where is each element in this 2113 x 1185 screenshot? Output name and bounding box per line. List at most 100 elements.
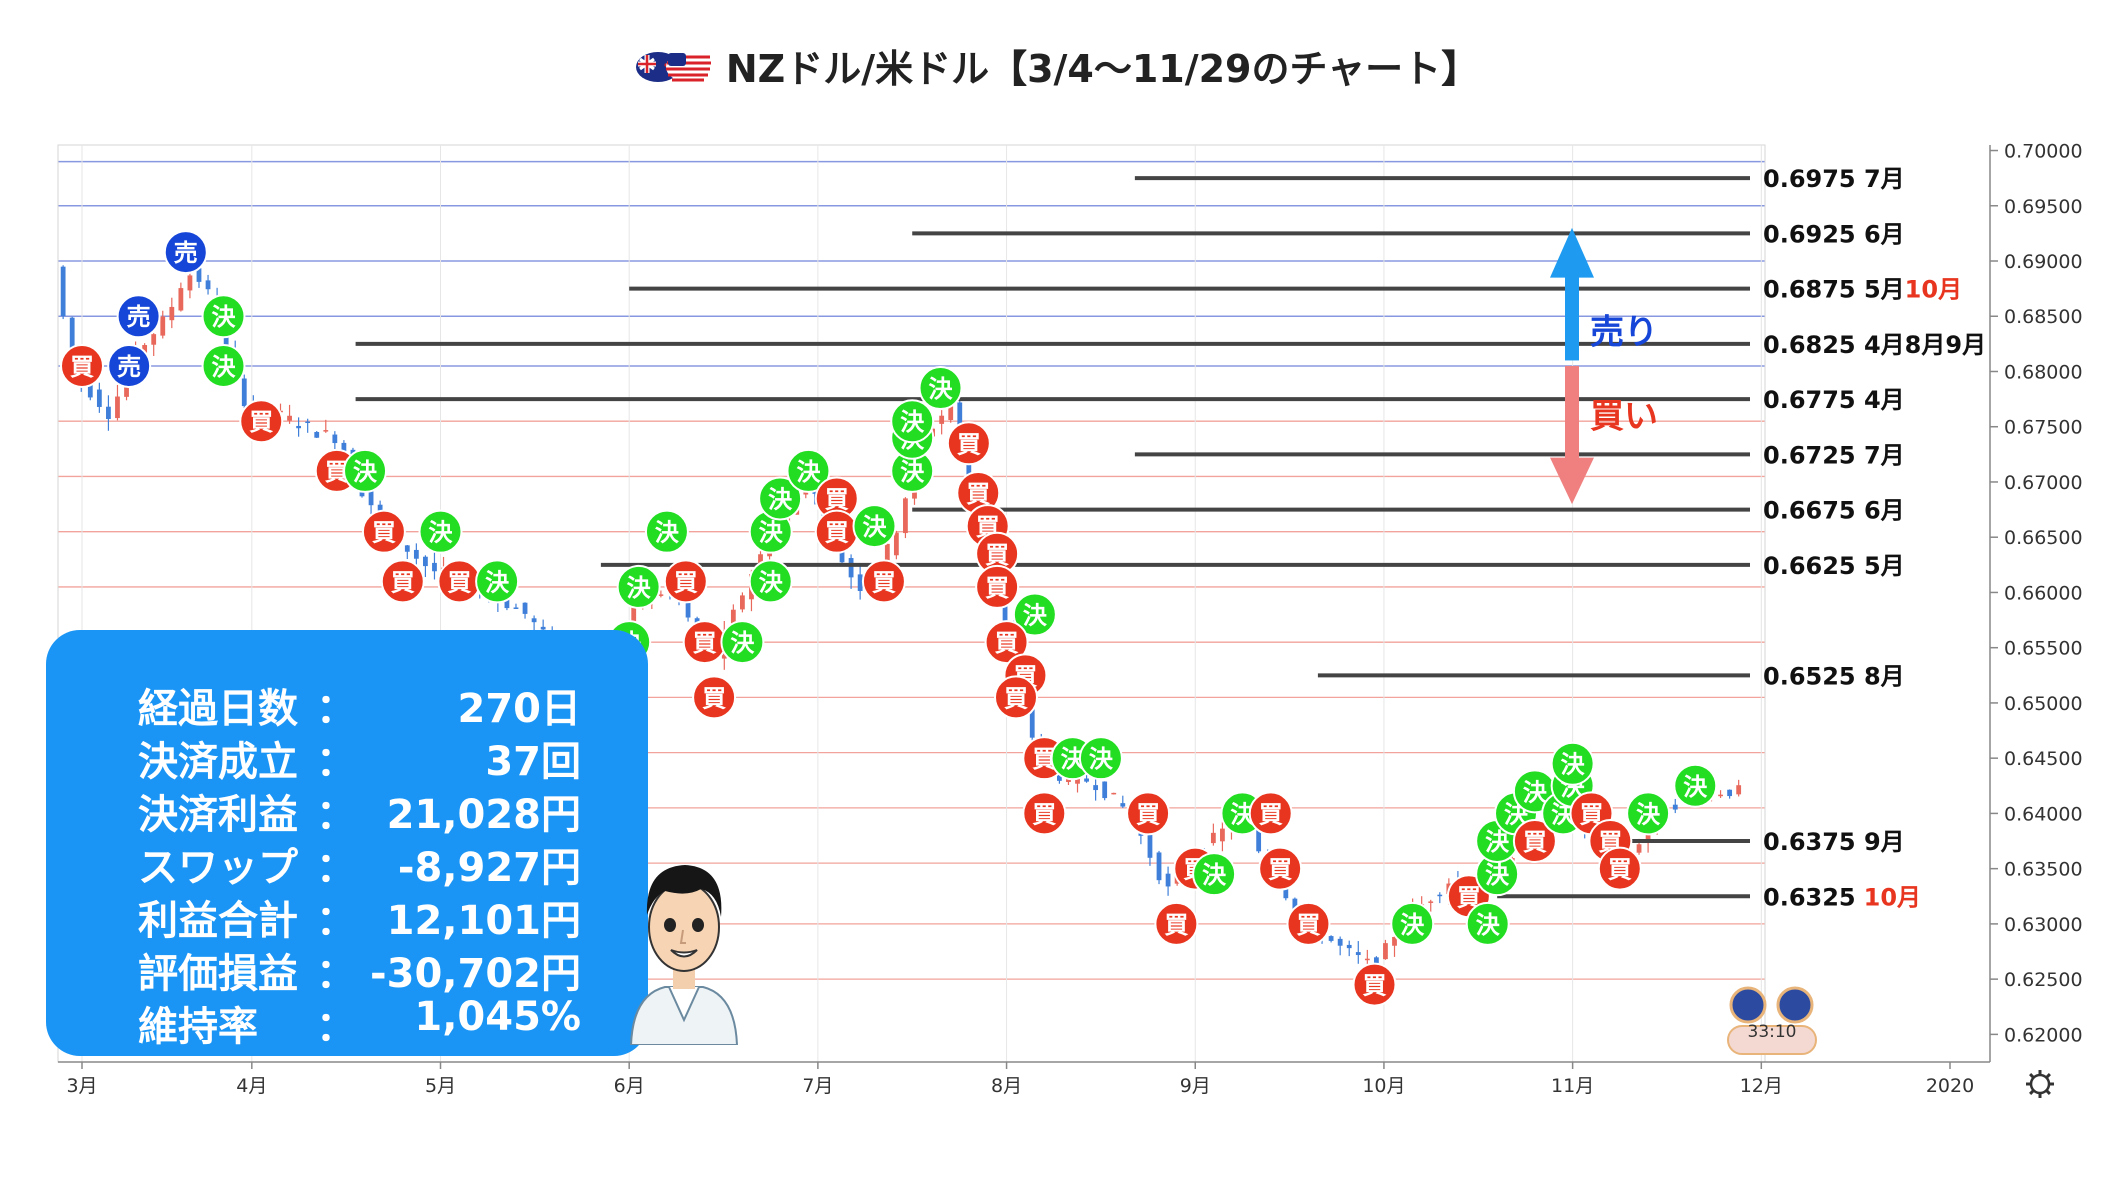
buy-marker-label: 買 [1164,911,1188,939]
candle-body [341,442,347,456]
buy-marker-circle [663,559,708,604]
gear-icon-tooth [2029,1073,2035,1079]
stats-label: 利益合計 [138,898,298,944]
candle-body [223,328,229,352]
candle-body [1392,936,1397,946]
buy-marker-circle [380,559,425,604]
stats-row: 評価損益 ： -30,702円 [46,941,581,997]
x-tick-label: 3月 [66,1075,97,1097]
gear-icon [2026,1070,2054,1098]
stats-value: -8,927円 [397,845,581,891]
candle-body [305,421,311,424]
buy-marker: 買 [994,675,1038,720]
candle-body [893,532,899,556]
avatar [629,865,739,1045]
candle-body [96,389,102,407]
buy-marker: 買 [975,531,1020,576]
settle-marker-label: 決 [730,629,755,657]
buy-marker-label: 買 [872,568,896,596]
buy-marker-label: 買 [1523,828,1547,856]
buy-marker-label: 買 [825,519,849,547]
buy-marker: 買 [663,559,708,604]
settle-marker: 決 [758,476,803,521]
buy-marker: 買 [814,476,859,521]
trade-markers: 売売売買決決買買決買決買買決決決買決買決買決決決決買買決買決決決決買買買買買決買… [60,230,1718,1007]
candle-body [377,504,383,515]
chart-title: NZドル/米ドル【3/4〜11/29のチャート】 [0,38,2113,96]
stats-label: 決済成立 [138,739,298,785]
candle-body [287,415,292,421]
sell-arrow-shaft [1565,272,1579,361]
buy-marker-circle [60,343,104,388]
y-tick-label: 0.65000 [2004,693,2083,715]
candle-body [314,432,320,438]
stats-value: 12,101円 [386,898,581,944]
x-tick-label: 10月 [1362,1075,1405,1097]
stats-value: -30,702円 [370,951,581,997]
settle-marker-label: 決 [1523,778,1548,806]
buy-marker: 買 [682,620,727,665]
buy-marker-circle [984,620,1029,665]
settle-marker: 決 [475,559,520,604]
stats-separator: ： [316,951,356,997]
y-tick-label: 0.68000 [2004,361,2083,383]
buy-marker-label: 買 [1136,800,1160,828]
candle-body [531,618,537,623]
settle-marker: 決 [1626,791,1671,836]
level-label: 0.6925 6月 [1763,220,1905,248]
y-tick-label: 0.63500 [2004,859,2083,881]
y-tick-label: 0.66500 [2004,527,2083,549]
buy-marker-label: 買 [995,629,1019,657]
settle-marker: 決 [201,343,246,388]
level-label: 0.6375 9月 [1763,828,1905,856]
y-tick-label: 0.64500 [2004,748,2083,770]
candle-body [196,268,202,282]
buy-marker-circle [1248,791,1293,836]
candle-body [1156,852,1162,881]
x-tick-label: 2020 [1926,1075,1974,1097]
candle-body [1147,830,1153,858]
settle-marker-label: 決 [768,486,793,514]
candle-body [1210,832,1216,844]
candle-body [1718,794,1723,797]
stats-row: 利益合計 ： 12,101円 [46,888,581,944]
candle-body [187,275,193,291]
buy-marker-label: 買 [1268,856,1292,884]
sell-marker-circle [107,343,152,388]
stats-separator: ： [316,845,356,891]
sell-marker-circle [163,230,208,275]
x-tick-label: 9月 [1180,1075,1211,1097]
buy-marker: 買 [1258,846,1303,891]
buy-marker: 買 [1597,846,1642,891]
level-label: 0.6975 7月 [1763,165,1905,193]
settle-marker-circle [1673,763,1718,808]
candle-body [1672,804,1678,810]
stats-separator: ： [316,1004,356,1050]
buy-marker-label: 買 [985,541,1009,569]
settle-marker: 決 [418,509,463,554]
candle-body [404,545,410,552]
gear-icon-ring [2029,1073,2051,1095]
candle-body [1102,781,1108,799]
buy-marker-label: 買 [249,408,273,436]
level-label: 0.6875 5月10月 [1763,276,1962,304]
chart-title-text: NZドル/米ドル【3/4〜11/29のチャート】 [725,47,1480,91]
settle-marker-label: 決 [862,513,887,541]
settle-marker-label: 決 [796,458,821,486]
buy-marker: 買 [60,343,104,388]
buy-arrow-head [1550,457,1594,505]
buy-marker: 買 [437,559,482,604]
buy-marker-label: 買 [825,486,849,514]
candle-body [504,596,510,609]
buy-marker: 買 [1352,962,1397,1007]
candle-body [87,379,93,398]
gear-icon-tooth [2029,1089,2035,1095]
stats-label: 評価損益 [138,951,298,997]
buy-marker: 買 [1286,901,1331,946]
buy-marker: 買 [692,675,737,720]
settle-marker-label: 決 [212,353,237,381]
candle-body [839,544,845,563]
buy-marker-circle [1154,901,1199,946]
candle-body [432,562,437,572]
buy-marker-label: 買 [1296,911,1320,939]
